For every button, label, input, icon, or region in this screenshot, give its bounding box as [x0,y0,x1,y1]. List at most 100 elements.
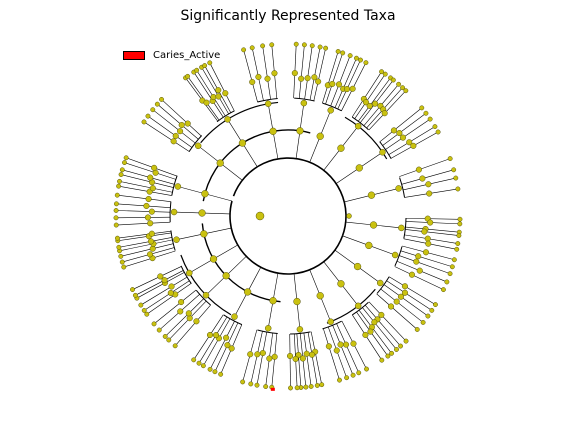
clade-node [300,99,308,107]
leaf-edge [364,305,401,347]
leaf-node [432,302,438,308]
clade-node [201,190,209,198]
leaf-edge [379,107,422,143]
leaf-node [319,382,325,388]
leaf-node [156,327,162,333]
taxon-node [148,208,155,215]
clade-node [202,291,210,299]
leaf-edge [119,181,173,193]
leaf-edge [322,51,339,104]
inner-node [346,213,352,219]
taxon-node [149,185,156,192]
sub-clade-arc [379,141,392,160]
leaf-node [449,264,455,270]
leaf-node [202,63,208,69]
sub-clade-arc [403,218,407,239]
leaf-node [453,175,459,181]
taxon-node [410,142,417,149]
level-3-arc [326,288,376,324]
leaf-edge [117,232,172,242]
leaf-node [429,307,435,313]
clade-node [222,272,230,280]
leaf-node [454,246,460,252]
leaf-edge [394,266,444,290]
clade-node [264,100,272,107]
leaf-edge [399,255,451,274]
leaf-edge [116,221,171,226]
leaf-edge [165,298,204,337]
taxon-node [406,139,413,146]
clade-node [316,292,324,300]
leaf-edge [303,332,312,387]
leaf-edge [144,280,190,311]
leaf-node [166,337,172,343]
leaf-edge [120,243,174,257]
leaf-edge [243,49,258,103]
taxon-node [422,249,430,256]
leaf-node [288,385,293,391]
leaf-node [241,47,247,53]
taxon-node [146,251,154,258]
leaf-node [425,313,431,319]
leaf-node [308,383,314,389]
leaf-edge [405,229,459,236]
leaf-edge [382,113,427,146]
leaf-node [323,45,329,51]
taxon-node [350,340,357,347]
clade-node [174,183,182,190]
taxon-node [172,132,179,139]
leaf-node [212,369,218,375]
leaf-edge [313,48,326,101]
leaf-edge [198,316,228,364]
taxon-node [396,130,403,137]
clade-node [216,159,224,167]
clade-node [186,269,193,277]
clade-node [238,139,247,147]
leaf-node [354,55,359,61]
taxon-node [215,93,222,100]
leaf-edge [196,70,226,117]
leaf-node [356,370,362,376]
leaf-edge [401,169,454,185]
leaf-node [113,201,119,207]
leaf-node [363,60,369,66]
leaf-node [435,129,441,135]
leaf-edge [117,194,171,203]
taxon-node [337,341,344,348]
taxon-nodes [113,41,463,391]
legend: Caries_Active [123,50,220,61]
leaf-node [451,167,457,173]
taxon-node [177,308,184,315]
leaf-edge [358,310,392,354]
leaf-node [144,311,150,317]
leaf-node [394,347,399,352]
leaf-node [263,384,269,389]
taxon-node [228,345,235,352]
leaf-node [294,385,300,391]
leaf-edge [404,234,458,244]
leaf-edge [405,217,460,220]
taxon-node [210,93,217,101]
leaf-node [113,208,119,213]
leaf-node [194,67,200,73]
leaf-edge [256,332,268,386]
taxon-node [303,350,310,357]
taxon-node [184,120,191,127]
leaf-edge [354,73,386,119]
taxon-node [193,318,200,325]
leaf-edge [140,276,188,306]
clade-node [198,209,206,217]
taxon-node [185,310,192,317]
clade-node [296,127,304,135]
clade-node [209,255,218,263]
leaf-node [350,372,356,378]
taxon-node [147,238,155,245]
sub-clade-arc [169,201,172,223]
taxon-node [419,175,426,182]
clade-node [269,127,277,135]
sub-clade-arc [171,175,178,196]
leaf-node [396,81,402,87]
clade-node [355,164,363,172]
taxon-node [315,78,322,85]
leaf-edge [209,62,235,112]
